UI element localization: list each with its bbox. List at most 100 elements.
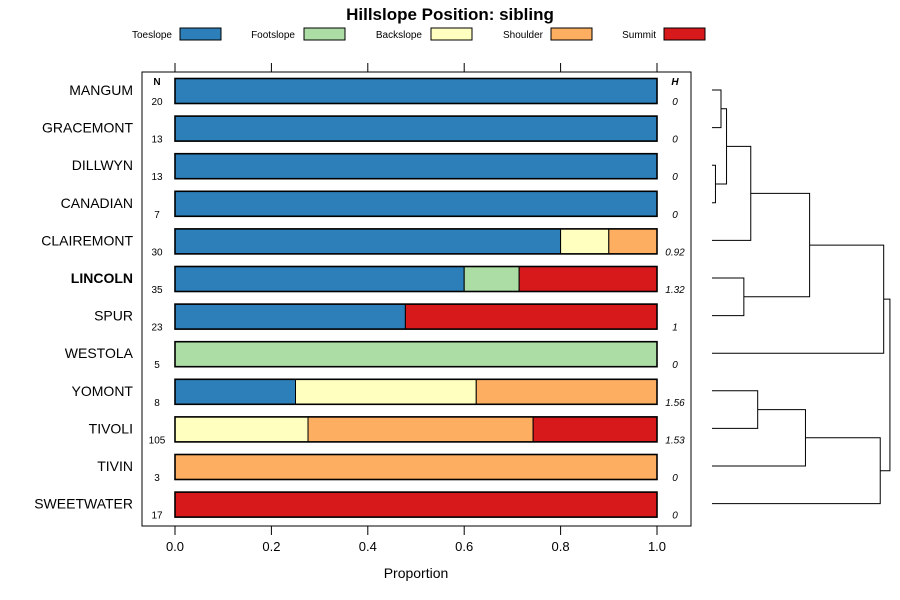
row-n-value: 30 [151,247,163,258]
row-h-value: 0 [672,511,678,522]
row-h-value: 1 [672,323,678,334]
row-n-value: 20 [151,97,163,108]
row-n-value: 5 [154,360,160,371]
bar-outline [174,77,658,105]
bar-segment-tivoli-shoulder [307,416,534,443]
row-n-value: 8 [154,398,160,409]
row-label: CLAIREMONT [41,232,133,248]
row-h-value: 1.32 [665,285,685,296]
bar-segment-spur-summit [404,303,658,330]
row-label: SWEETWATER [34,496,133,512]
bar-segment-lincoln-summit [518,266,658,292]
dendrogram-branch [743,192,811,298]
bar-outline [174,453,658,481]
row-h-value: 1.53 [665,435,685,446]
row-h-value: 0.92 [665,247,685,258]
legend-label-summit: Summit [622,30,656,41]
row-label: TIVIN [97,458,133,474]
dendrogram-branch [712,89,722,129]
dendrogram-branch [712,277,745,317]
row-n-value: 7 [154,210,160,221]
x-tick-label: 0.0 [166,539,184,554]
dendrogram-branch [712,390,759,429]
row-h-value: 0 [672,172,678,183]
dendrogram [712,89,891,505]
bar-outline [174,303,658,330]
bar-outline [174,340,658,368]
dendrogram-branch [712,244,885,354]
bar-segment-canadian-toeslope [174,190,658,217]
bar-segment-westola-footslope [174,341,658,368]
n-column-header: N [153,77,160,88]
bar-segment-spur-toeslope [174,303,406,330]
plot-frame [141,71,692,527]
bar-segment-clairemont-shoulder [608,228,658,255]
row-label: LINCOLN [71,270,133,286]
row-n-value: 13 [151,135,163,146]
row-label: YOMONT [72,383,134,399]
dendrogram-branch [715,108,728,185]
bar-segment-lincoln-footslope [463,266,520,292]
x-tick-label: 0.4 [359,539,377,554]
chart-title: Hillslope Position: sibling [346,5,554,24]
bar-outline [174,190,658,218]
bar-outline [174,228,658,255]
row-n-value: 23 [151,323,163,334]
legend-swatch-backslope [430,27,473,41]
x-tick-label: 0.2 [262,539,280,554]
bar-outline [174,265,658,293]
bar-segment-sweetwater-summit [174,491,658,518]
row-label: CANADIAN [61,195,133,211]
bar-outline [174,115,658,142]
row-label: WESTOLA [65,345,134,361]
row-label: DILLWYN [72,157,133,173]
bar-outline [174,378,658,406]
legend-label-toeslope: Toeslope [132,30,172,41]
legend-swatch-toeslope [179,27,222,41]
bars [174,77,658,518]
legend-swatch-footslope [303,27,346,41]
row-h-value: 0 [672,360,678,371]
dendrogram-branch [712,437,881,505]
row-n-value: 13 [151,172,163,183]
row-n-value: 105 [149,435,166,446]
h-column-header: H [671,77,679,88]
x-tick-label: 1.0 [648,539,666,554]
dendrogram-branch [712,164,716,204]
bar-segment-tivoli-summit [532,416,658,443]
bar-segment-clairemont-backslope [560,228,610,255]
dendrogram-branch [712,409,806,467]
row-h-value: 0 [672,97,678,108]
row-label: GRACEMONT [42,120,133,136]
bar-segment-gracemont-toeslope [174,115,658,142]
dendrogram-branch [880,298,891,472]
bar-outline [174,152,658,180]
row-label: MANGUM [69,82,133,98]
row-n-value: 3 [154,473,160,484]
legend-label-footslope: Footslope [251,30,295,41]
bar-segment-yomont-toeslope [174,378,296,405]
dendrogram-branch [712,145,752,241]
bar-segment-yomont-shoulder [475,378,658,405]
row-label: TIVOLI [89,420,133,436]
legend: Toeslope Footslope Backslope Shoulder Summit [132,27,706,41]
x-tick-label: 0.6 [455,539,473,554]
bar-segment-tivoli-backslope [174,416,309,443]
bar-outline [174,491,658,518]
bar-segment-clairemont-toeslope [174,228,562,255]
row-n-value: 17 [151,511,163,522]
row-label: SPUR [94,308,133,324]
legend-swatch-shoulder [550,27,593,41]
legend-swatch-summit [663,27,706,41]
bar-segment-yomont-backslope [295,378,477,405]
row-h-value: 1.56 [665,398,685,409]
bar-segment-lincoln-toeslope [174,266,465,292]
legend-label-backslope: Backslope [376,30,423,41]
x-axis: 0.0 0.2 0.4 0.6 0.8 1.0 [166,63,666,554]
row-h-value: 0 [672,210,678,221]
row-h-value: 0 [672,473,678,484]
bar-outline [174,416,658,443]
bar-segment-mangum-toeslope [174,78,658,104]
